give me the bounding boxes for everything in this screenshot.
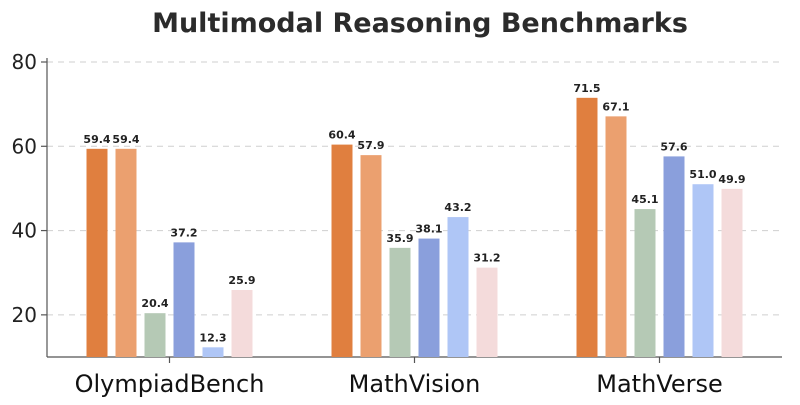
bar xyxy=(634,209,656,357)
bar xyxy=(115,148,137,357)
data-label: 20.4 xyxy=(141,297,168,310)
data-label: 43.2 xyxy=(444,201,471,214)
bar xyxy=(692,184,714,357)
y-tick-label: 80 xyxy=(12,50,37,74)
y-tick-label: 20 xyxy=(12,303,37,327)
data-label: 59.4 xyxy=(112,133,139,146)
bar xyxy=(663,156,685,357)
data-label: 25.9 xyxy=(228,274,255,287)
data-labels: 59.4 59.4 20.4 37.2 12.3 25.9 60.457.9 35.938.1… xyxy=(83,82,745,344)
data-label: 49.9 xyxy=(718,173,745,186)
bar xyxy=(476,267,498,357)
data-label: 37.2 xyxy=(170,226,197,239)
chart-title: Multimodal Reasoning Benchmarks xyxy=(152,8,688,39)
data-label: 12.3 xyxy=(199,331,226,344)
bar xyxy=(202,347,224,357)
y-tick-label: 60 xyxy=(12,134,37,158)
bar xyxy=(389,247,411,357)
data-label: 60.4 xyxy=(328,129,355,142)
bar xyxy=(418,238,440,357)
data-label: 35.9 xyxy=(386,232,413,245)
bar xyxy=(360,155,382,357)
bar xyxy=(86,148,108,357)
data-label: 38.1 xyxy=(415,223,442,236)
y-tick-label: 40 xyxy=(12,219,37,243)
bar xyxy=(331,144,353,357)
data-label: 51.0 xyxy=(689,168,716,181)
tick-labels: 20 40 60 80 OlympiadBench MathVision MathVerse xyxy=(12,50,723,398)
bar xyxy=(447,217,469,357)
data-label: 57.9 xyxy=(357,139,384,152)
bar xyxy=(605,116,627,357)
data-label: 31.2 xyxy=(473,252,500,265)
gridlines xyxy=(47,61,782,316)
data-label: 57.6 xyxy=(660,140,687,153)
bar xyxy=(721,188,743,357)
bars xyxy=(86,97,743,358)
x-tick-label: MathVerse xyxy=(596,370,723,398)
bar xyxy=(231,289,253,357)
x-tick-label: OlympiadBench xyxy=(75,370,265,398)
data-label: 45.1 xyxy=(631,193,658,206)
bar xyxy=(576,97,598,358)
bar xyxy=(173,242,195,357)
data-label: 67.1 xyxy=(602,100,629,113)
x-tick-label: MathVision xyxy=(349,370,481,398)
data-label: 71.5 xyxy=(573,82,600,95)
data-label: 59.4 xyxy=(83,133,110,146)
axes xyxy=(41,58,782,363)
bar xyxy=(144,313,166,357)
